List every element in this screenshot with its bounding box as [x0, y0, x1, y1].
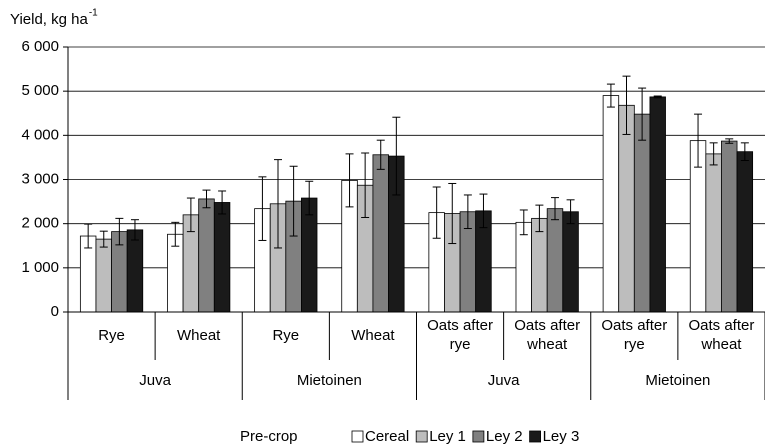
bar	[531, 217, 548, 313]
x-tick-label: Oats after rye	[601, 317, 668, 353]
error-bar	[392, 116, 401, 196]
x-tick-label: Wheat	[177, 326, 221, 344]
error-bar	[740, 142, 749, 162]
x-tick-label: Wheat	[351, 326, 395, 344]
error-bar	[479, 193, 488, 229]
group-label: Juva	[488, 372, 520, 389]
bar	[198, 198, 215, 313]
bar	[562, 211, 579, 313]
y-tick-label: 0	[51, 303, 59, 320]
bar	[618, 104, 635, 313]
bar	[126, 229, 144, 313]
x-tick-label: Oats after wheat	[688, 317, 755, 353]
error-bar	[99, 230, 108, 248]
y-tick-label: 3 000	[21, 170, 59, 187]
error-bar	[432, 186, 441, 239]
error-bar	[186, 197, 195, 233]
error-bar	[130, 219, 139, 241]
legend-label: Ley 1	[429, 428, 466, 445]
bar	[95, 238, 112, 313]
y-tick-label: 5 000	[21, 82, 59, 99]
group-label: Mietoinen	[297, 372, 362, 389]
bar	[602, 95, 620, 313]
error-bar	[361, 152, 370, 218]
bar	[721, 140, 738, 313]
error-bar	[653, 95, 662, 99]
legend-swatch	[472, 430, 485, 443]
error-bar	[519, 209, 528, 236]
x-tick-label: Rye	[272, 326, 300, 344]
x-tick-label: Oats after rye	[427, 317, 493, 353]
y-axis-label-sup: -1	[89, 8, 98, 19]
y-tick-label: 4 000	[21, 126, 59, 143]
legend-label: Ley 3	[543, 428, 580, 445]
error-bar	[258, 176, 267, 241]
error-bar	[566, 199, 575, 225]
bar	[546, 208, 564, 313]
error-bar	[84, 223, 93, 249]
legend-label: Cereal	[365, 428, 409, 445]
error-bar	[709, 142, 718, 166]
error-bar	[463, 194, 472, 230]
legend-title: Pre-crop	[240, 428, 298, 445]
legend-swatch	[529, 430, 541, 443]
bar	[736, 151, 754, 313]
error-bar	[274, 159, 283, 249]
legend-label: Ley 2	[486, 428, 523, 445]
error-bar	[535, 204, 544, 233]
error-bar	[694, 113, 703, 168]
x-tick-label: Rye	[98, 326, 125, 344]
error-bar	[725, 138, 734, 144]
bar	[705, 153, 722, 313]
error-bar	[202, 189, 211, 209]
group-label: Juva	[139, 372, 171, 389]
bar	[213, 202, 231, 313]
y-tick-label: 6 000	[21, 38, 59, 55]
error-bar	[115, 217, 124, 246]
error-bar	[622, 75, 631, 135]
x-tick-label: Oats after wheat	[514, 317, 581, 353]
error-bar	[606, 83, 615, 108]
legend-swatch	[351, 430, 364, 443]
error-bar	[448, 182, 457, 245]
error-bar	[289, 165, 298, 237]
group-label: Mietoinen	[645, 372, 710, 389]
y-tick-label: 2 000	[21, 215, 59, 232]
bar	[649, 96, 666, 313]
error-bar	[638, 87, 647, 141]
y-axis-label: Yield, kg ha	[10, 11, 88, 28]
y-tick-label: 1 000	[21, 259, 59, 276]
bar	[633, 113, 651, 313]
legend-swatch	[415, 430, 428, 443]
error-bar	[550, 197, 559, 221]
bar	[515, 221, 532, 313]
error-bar	[376, 139, 385, 170]
error-bar	[345, 153, 354, 208]
error-bar	[305, 180, 314, 216]
error-bar	[171, 221, 180, 247]
error-bar	[218, 190, 227, 215]
bar	[372, 154, 389, 313]
